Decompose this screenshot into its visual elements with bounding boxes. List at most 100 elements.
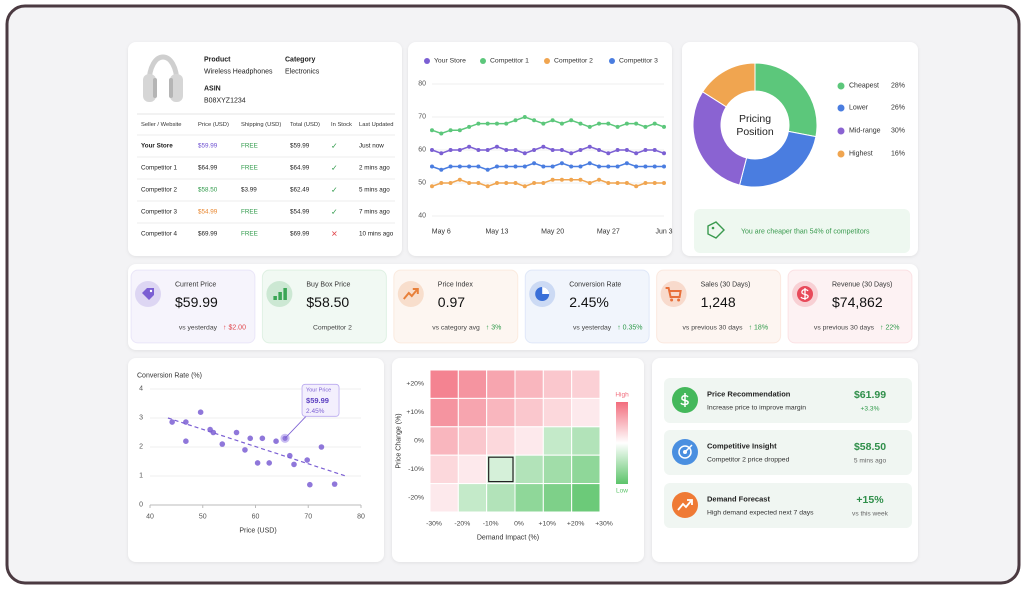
line-point <box>624 148 629 152</box>
x-tick-label: May 13 <box>485 229 508 236</box>
line-point <box>504 148 509 152</box>
y-tick-label: 2 <box>139 444 143 451</box>
annotation-title: Your Price <box>306 387 331 393</box>
kpi-panel <box>128 264 918 350</box>
icon <box>687 499 693 505</box>
line-point <box>494 121 499 126</box>
annotation-box <box>301 383 340 417</box>
scatter-point <box>304 457 310 463</box>
colorbar-label: Low <box>616 488 628 495</box>
table-cell: ✓ <box>331 142 338 151</box>
heatmap-cell <box>571 397 601 428</box>
column-header: Last Updated <box>359 122 393 128</box>
line-point <box>467 181 472 185</box>
y-tick-label: 1 <box>139 473 143 480</box>
icon <box>542 287 550 294</box>
legend-label: Highest <box>849 151 873 158</box>
heatmap-cell <box>542 454 573 485</box>
field-label: Category <box>285 57 315 64</box>
line-point <box>559 177 564 182</box>
kpi-delta: ↑ 18% <box>749 325 768 332</box>
heatmap-cell <box>514 426 544 456</box>
pie-center-label: Position <box>736 126 774 138</box>
icon <box>403 289 418 300</box>
heatmap-cell <box>514 397 544 428</box>
line-point <box>634 184 639 189</box>
kpi-delta: ↑ 22% <box>880 325 899 332</box>
legend-marker <box>837 127 845 135</box>
kpi-value: 0.97 <box>438 294 465 310</box>
heatmap-cell <box>514 369 544 399</box>
kpi-value: 2.45% <box>569 294 609 310</box>
field-value: B08XYZ1234 <box>204 98 246 105</box>
kpi-card <box>524 269 650 344</box>
line-point <box>439 181 444 185</box>
line-point <box>494 144 499 149</box>
product-panel <box>128 42 402 256</box>
line-point <box>513 181 518 185</box>
line-point <box>587 161 592 166</box>
y-tick-label: 80 <box>418 81 426 88</box>
line-point <box>467 124 472 129</box>
kpi-value: 1,248 <box>701 294 736 310</box>
heatmap-cell <box>457 483 488 513</box>
line-point <box>457 128 462 133</box>
heatmap-cell <box>486 369 516 399</box>
field-value: Wireless Headphones <box>204 69 273 76</box>
recommendation-sub: 5 mins ago <box>854 458 887 465</box>
kpi-delta: ↑ $2.00 <box>223 325 246 332</box>
table-cell: $54.99 <box>198 209 218 216</box>
line-point <box>634 164 639 169</box>
icon <box>412 288 419 294</box>
line-point <box>476 181 481 185</box>
icon <box>678 445 692 459</box>
line-point <box>652 181 657 185</box>
line-point <box>457 177 462 182</box>
line-point <box>624 121 629 126</box>
legend-label: Lower <box>849 105 869 112</box>
x-tick-label: -20% <box>454 521 470 528</box>
x-tick-label: 50 <box>199 514 207 521</box>
line-point <box>597 148 602 152</box>
recommendation-value: $61.99 <box>854 389 886 401</box>
y-axis-label: Price Change (%) <box>396 413 403 468</box>
recommendation-text: Increase price to improve margin <box>707 405 806 412</box>
kpi-card <box>261 269 387 344</box>
line-point <box>569 177 574 182</box>
line-point <box>662 164 666 169</box>
heatmap-cell <box>542 483 573 513</box>
tag-icon-hole <box>711 226 715 230</box>
icon <box>273 296 277 300</box>
legend-value: 28% <box>891 83 905 90</box>
kpi-card <box>656 269 782 344</box>
line-point <box>662 181 666 185</box>
ear-cup <box>170 74 183 102</box>
kpi-compare: vs yesterday <box>573 325 612 332</box>
kpi-title: Conversion Rate <box>569 282 621 289</box>
colorbar-label: High <box>615 392 629 399</box>
line-point <box>448 181 453 185</box>
line-point <box>569 151 574 156</box>
recommendation-text: Competitor 2 price dropped <box>707 457 790 464</box>
line-point <box>662 151 666 156</box>
annotation-pointer <box>284 416 307 439</box>
recommendation-sub: vs this week <box>852 511 889 518</box>
line-point <box>494 164 499 169</box>
heatmap-cell <box>429 454 459 485</box>
kpi-title: Buy Box Price <box>306 282 350 289</box>
legend-marker <box>837 104 845 112</box>
line-point <box>476 121 481 126</box>
line-point <box>485 167 490 172</box>
note-text: You are cheaper than 54% of competitors <box>741 229 870 236</box>
line-point <box>643 181 648 185</box>
scatter-point <box>273 438 279 445</box>
table-cell: FREE <box>241 231 258 238</box>
heatmap-cell <box>429 426 459 456</box>
heatmap-cell <box>542 426 573 456</box>
line-point <box>522 115 527 119</box>
line-point <box>643 124 648 129</box>
line-point <box>476 148 481 152</box>
x-tick-label: May 20 <box>541 229 564 236</box>
line-point <box>597 164 602 169</box>
note-box <box>694 209 910 253</box>
